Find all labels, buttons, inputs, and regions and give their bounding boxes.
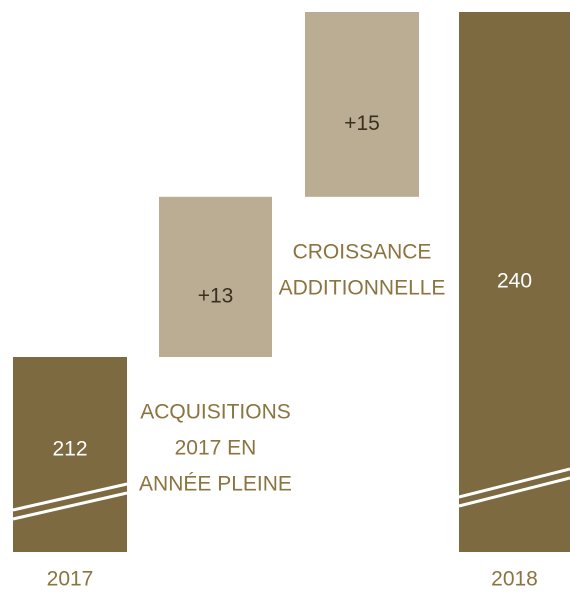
category-label: ANNÉE PLEINE xyxy=(139,473,292,496)
value-label: +13 xyxy=(198,284,234,307)
category-label: 2017 xyxy=(47,568,94,591)
value-label: +15 xyxy=(344,112,380,135)
axis-break xyxy=(12,482,128,512)
bar xyxy=(13,357,127,552)
category-label: 2018 xyxy=(491,568,538,591)
bar xyxy=(305,12,419,197)
bar xyxy=(159,196,272,357)
bar xyxy=(459,12,570,552)
category-label: ADDITIONNELLE xyxy=(279,276,446,299)
axis-break xyxy=(458,476,570,508)
category-label: ACQUISITIONS xyxy=(140,401,291,424)
category-label: CROISSANCE xyxy=(293,240,432,263)
axis-break xyxy=(12,491,128,521)
value-label: 212 xyxy=(52,438,87,461)
value-label: 240 xyxy=(497,270,532,293)
axis-break xyxy=(458,467,570,499)
category-label: 2017 EN xyxy=(175,437,257,460)
